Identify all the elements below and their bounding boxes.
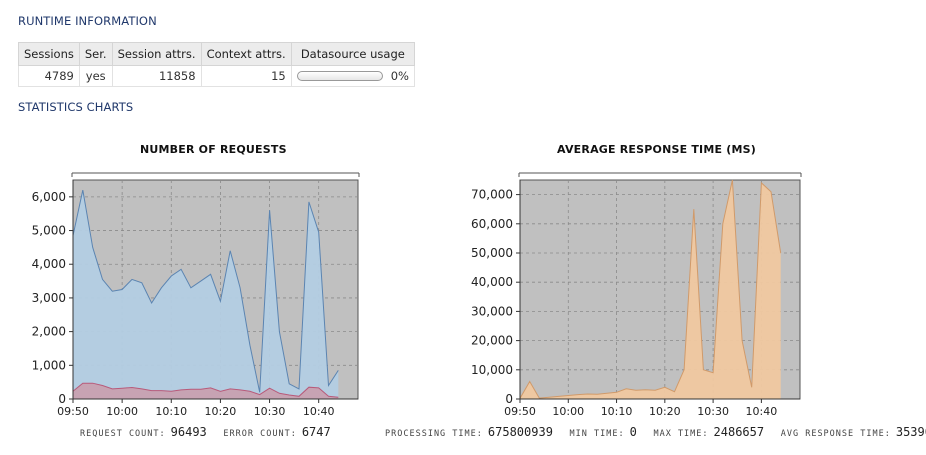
runtime-table: Sessions Ser. Session attrs. Context att… <box>18 42 415 87</box>
requests-y-tick-label: 3,000 <box>32 291 66 305</box>
avg-response-time-label: AVG RESPONSE TIME: <box>780 429 891 439</box>
request-count-value: 96493 <box>170 425 207 439</box>
processing-time-label: PROCESSING TIME: <box>385 429 483 439</box>
header-sessions[interactable]: Sessions <box>18 42 80 66</box>
requests-y-tick-label: 6,000 <box>32 190 66 204</box>
response-x-tick-label: 10:00 <box>552 405 584 418</box>
response-y-tick-label: 40,000 <box>471 275 513 289</box>
requests-chart: 09:50 10:00 10:10 10:20 10:30 10:40 0 1,000 2,00… <box>32 172 360 418</box>
runtime-information-title: RUNTIME INFORMATION <box>18 14 157 28</box>
requests-x-tick-label: 10:00 <box>106 405 138 418</box>
response-stats: PROCESSING TIME: 675800939 MIN TIME: 0 MAX… <box>385 425 926 439</box>
header-datasource-usage[interactable]: Datasource usage <box>290 42 415 66</box>
response-x-tick-label: 10:10 <box>601 405 633 418</box>
requests-y-tick-label: 0 <box>58 392 66 406</box>
requests-y-tick-label: 2,000 <box>32 325 66 339</box>
serializable-value: yes <box>78 65 113 87</box>
runtime-table-header-row: Sessions Ser. Session attrs. Context att… <box>18 42 415 66</box>
datasource-usage-percent: 0% <box>390 69 409 83</box>
response-x-tick-label: 10:30 <box>697 405 729 418</box>
requests-series-1-area <box>73 383 339 399</box>
requests-x-tick-label: 10:40 <box>303 405 335 418</box>
response-x-tick-label: 09:50 <box>504 405 536 418</box>
requests-y-tick-label: 5,000 <box>32 224 66 238</box>
requests-chart-title: NUMBER OF REQUESTS <box>140 143 287 156</box>
avg-response-time-value: 35390 <box>895 425 926 439</box>
response-y-tick-label: 70,000 <box>471 188 513 202</box>
requests-y-tick-label: 1,000 <box>32 358 66 372</box>
min-time-value: 0 <box>629 425 637 439</box>
error-count-label: ERROR COUNT: <box>223 429 297 439</box>
header-context-attrs[interactable]: Context attrs. <box>200 42 292 66</box>
requests-x-tick-label: 09:50 <box>57 405 89 418</box>
max-time-label: MAX TIME: <box>653 429 709 439</box>
datasource-usage-bar <box>296 71 383 81</box>
header-session-attrs[interactable]: Session attrs. <box>111 42 202 66</box>
requests-y-tick-label: 4,000 <box>32 257 66 271</box>
response-y-tick-label: 60,000 <box>471 217 513 231</box>
requests-x-tick-label: 10:20 <box>205 405 237 418</box>
response-y-tick-label: 30,000 <box>471 304 513 318</box>
processing-time-value: 675800939 <box>487 425 553 439</box>
response-x-tick-label: 10:20 <box>649 405 681 418</box>
response-y-tick-label: 0 <box>505 392 513 406</box>
response-time-chart: 09:50 10:00 10:10 10:20 10:30 10:40 0 10,000 20,… <box>471 172 802 418</box>
requests-x-tick-label: 10:30 <box>254 405 286 418</box>
response-series-0-area <box>520 180 781 399</box>
requests-series-1-line <box>72 382 339 398</box>
error-count-value: 6747 <box>301 425 331 439</box>
response-y-tick-label: 50,000 <box>471 246 513 260</box>
response-series-0-line <box>519 179 782 399</box>
response-x-tick-label: 10:40 <box>746 405 778 418</box>
requests-stats: REQUEST COUNT: 96493 ERROR COUNT: 6747 <box>80 425 341 439</box>
statistics-charts-title: STATISTICS CHARTS <box>18 100 134 114</box>
response-time-chart-title: AVERAGE RESPONSE TIME (MS) <box>557 143 756 156</box>
requests-series-0-line <box>72 189 339 393</box>
datasource-usage-cell: 0% <box>290 65 415 87</box>
sessions-value[interactable]: 4789 <box>18 65 80 87</box>
requests-x-tick-label: 10:10 <box>155 405 187 418</box>
min-time-label: MIN TIME: <box>569 429 625 439</box>
session-attrs-value: 11858 <box>111 65 202 87</box>
header-serializable[interactable]: Ser. <box>78 42 113 66</box>
response-y-tick-label: 20,000 <box>471 334 513 348</box>
context-attrs-value[interactable]: 15 <box>200 65 292 87</box>
request-count-label: REQUEST COUNT: <box>80 429 166 439</box>
response-y-tick-label: 10,000 <box>471 363 513 377</box>
runtime-table-row: 4789 yes 11858 15 0% <box>18 65 415 87</box>
max-time-value: 2486657 <box>713 425 765 439</box>
